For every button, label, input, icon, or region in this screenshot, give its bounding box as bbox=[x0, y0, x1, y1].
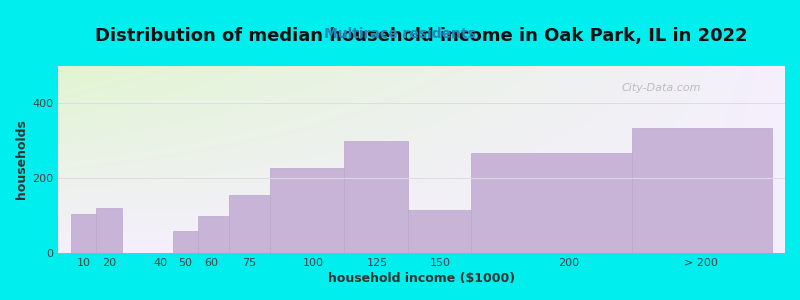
Bar bbox=[344, 141, 407, 253]
Text: City-Data.com: City-Data.com bbox=[622, 83, 701, 93]
Bar bbox=[270, 168, 344, 253]
Y-axis label: households: households bbox=[15, 119, 28, 200]
Bar bbox=[407, 210, 471, 253]
Bar bbox=[229, 195, 270, 253]
Bar bbox=[632, 128, 772, 253]
Title: Distribution of median household income in Oak Park, IL in 2022: Distribution of median household income … bbox=[95, 27, 748, 45]
X-axis label: household income ($1000): household income ($1000) bbox=[328, 272, 515, 285]
Bar bbox=[97, 208, 122, 253]
Bar bbox=[173, 231, 198, 253]
Text: Multirace residents: Multirace residents bbox=[324, 27, 476, 41]
Bar bbox=[471, 153, 632, 253]
Bar bbox=[71, 214, 97, 253]
Bar bbox=[198, 216, 229, 253]
